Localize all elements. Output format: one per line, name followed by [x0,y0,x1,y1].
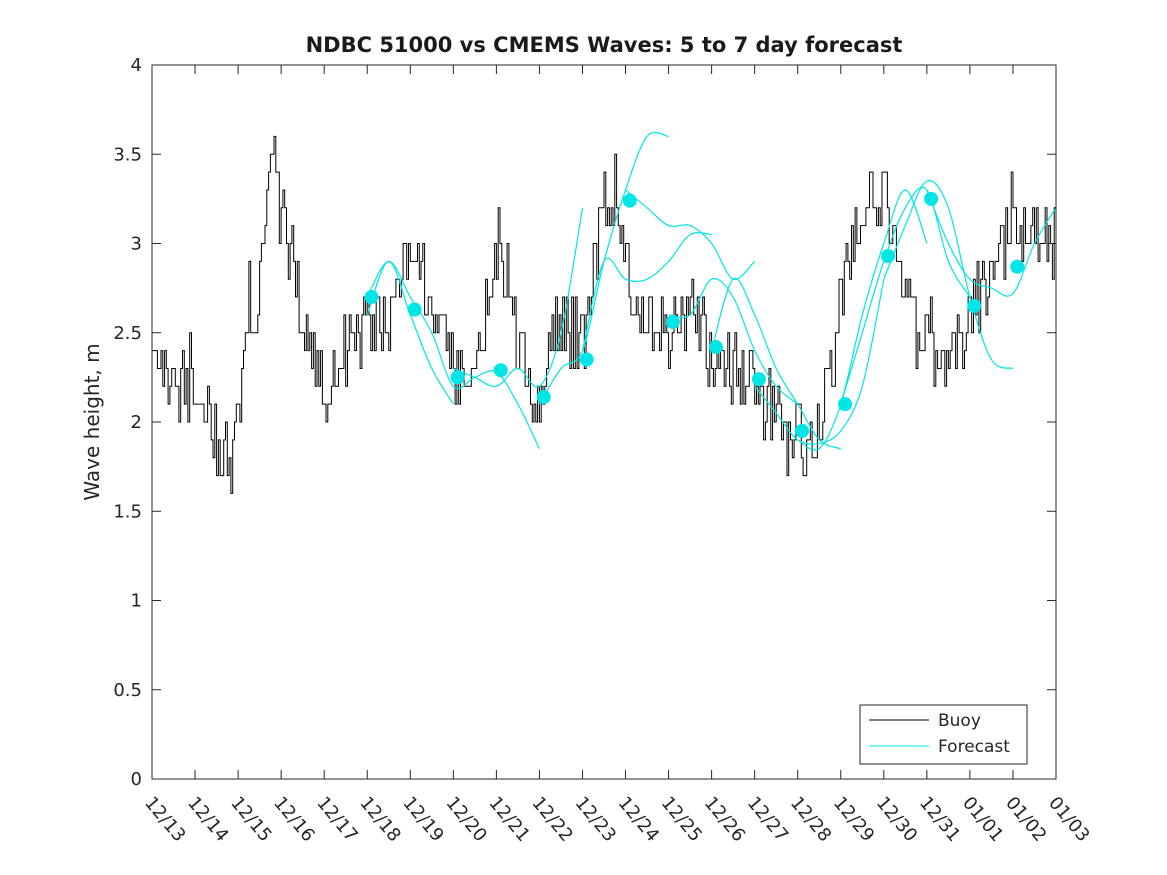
legend: Buoy Forecast [859,704,1028,765]
y-tick-label: 3.5 [113,144,142,165]
legend-box [859,704,1028,765]
y-tick-label: 1.5 [113,501,142,522]
forecast-marker [364,290,379,305]
forecast-line [883,179,1014,370]
forecast-marker [579,352,594,367]
forecast-marker [1010,259,1025,274]
forecast-marker [407,302,422,317]
y-tick-label: 1 [131,591,142,612]
y-tick-label: 0.5 [113,680,142,701]
forecast-marker [665,315,680,330]
forecast-marker [967,298,982,313]
forecast-marker [708,340,723,355]
forecast-line [366,260,540,450]
y-tick-label: 2 [131,412,142,433]
forecast-marker [622,193,637,208]
forecast-line [840,186,971,405]
chart-title: NDBC 51000 vs CMEMS Waves: 5 to 7 day fo… [306,33,903,57]
forecast-marker [881,248,896,263]
y-tick-label: 4 [131,55,142,76]
forecast-marker [450,370,465,385]
buoy-series [152,135,1057,494]
forecast-marker [795,423,810,438]
y-tick-label: 2.5 [113,323,142,344]
y-axis-label: Wave height, m [80,343,104,500]
y-axis: 0 0.5 1 1.5 2 2.5 3 3.5 4 [113,55,1056,790]
forecast-marker [751,372,766,387]
legend-buoy-label: Buoy [938,711,981,731]
forecast-line [453,207,584,388]
forecast-marker [536,390,551,405]
y-tick-label: 3 [131,234,142,255]
forecast-series [366,131,1057,451]
forecast-line [754,279,885,445]
forecast-markers [364,191,1025,438]
buoy-line [152,135,1057,494]
y-tick-label: 0 [131,769,142,790]
forecast-marker [838,397,853,412]
forecast-line [926,189,1057,297]
forecast-marker [493,363,508,378]
forecast-line [581,232,712,351]
legend-forecast-label: Forecast [938,737,1010,757]
forecast-marker [924,191,939,206]
plot-area [151,64,1057,780]
forecast-line [668,278,799,405]
forecast-line [797,189,928,451]
forecast-line [711,277,842,450]
